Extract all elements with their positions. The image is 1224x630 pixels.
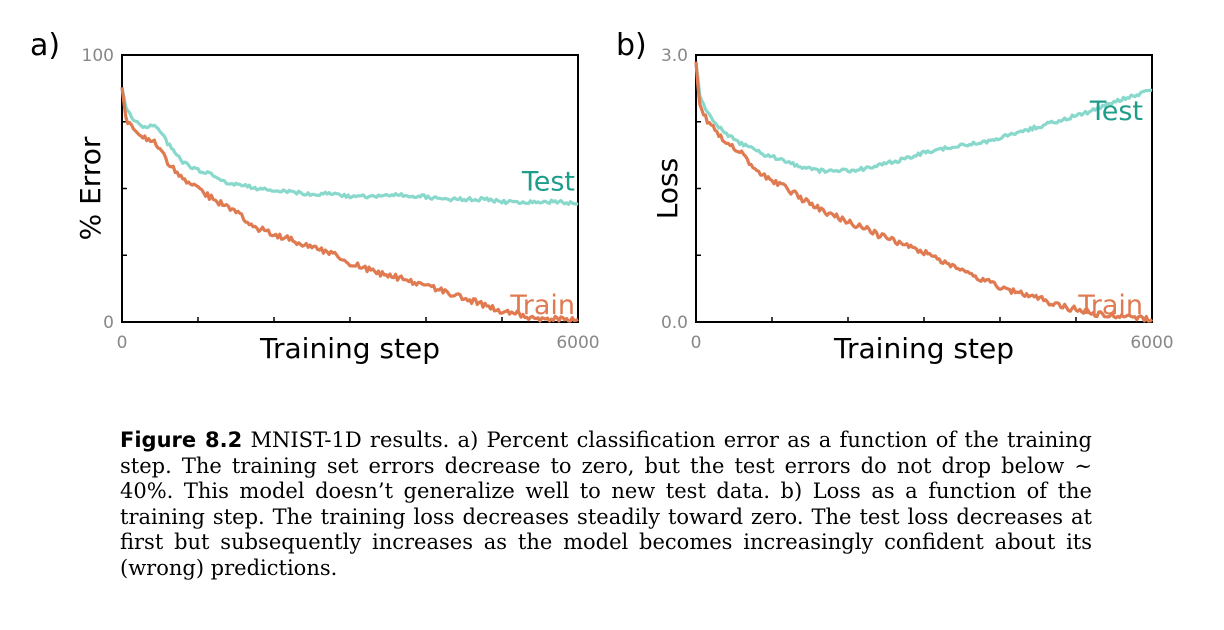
figure-caption: Figure 8.2 MNIST-1D results. a) Percent …	[120, 428, 1092, 581]
chart-panel-b: 0 6000 0.0 3.0 Training step Loss b) Test Train	[616, 28, 1174, 365]
x-tick-label: 0	[117, 333, 128, 353]
y-axis-title: Loss	[651, 158, 684, 219]
plot-frame	[695, 54, 1153, 323]
panel-letter: b)	[616, 28, 647, 63]
x-tick-label: 0	[691, 333, 702, 353]
y-tick-label: 0	[103, 313, 114, 333]
caption-text: MNIST-1D results. a) Percent classificat…	[120, 428, 1092, 580]
y-tick-label: 3.0	[661, 46, 688, 66]
plot-frame	[121, 54, 579, 323]
series-line-train	[694, 61, 1154, 323]
x-tick-label: 6000	[556, 333, 599, 353]
x-tick-label: 6000	[1130, 333, 1173, 353]
panel-letter: a)	[30, 28, 60, 63]
series-line-test	[120, 87, 579, 207]
x-axis-title: Training step	[259, 332, 440, 365]
series-label-test: Test	[521, 167, 575, 198]
x-axis-title: Training step	[833, 332, 1014, 365]
series-label-train: Train	[509, 290, 575, 321]
figure: 0 6000 0 100 Training step % Error a) Test Train…	[30, 28, 1174, 365]
chart-panel-a: 0 6000 0 100 Training step % Error a) Test Train	[30, 28, 600, 365]
series-line-train	[120, 87, 579, 323]
y-tick-label: 100	[82, 46, 114, 66]
series-line-test	[694, 64, 1153, 174]
series-label-train: Train	[1077, 290, 1143, 321]
y-axis-title: % Error	[74, 136, 107, 240]
y-tick-label: 0.0	[661, 313, 688, 333]
caption-label: Figure 8.2	[120, 428, 243, 452]
series-label-test: Test	[1089, 96, 1143, 127]
